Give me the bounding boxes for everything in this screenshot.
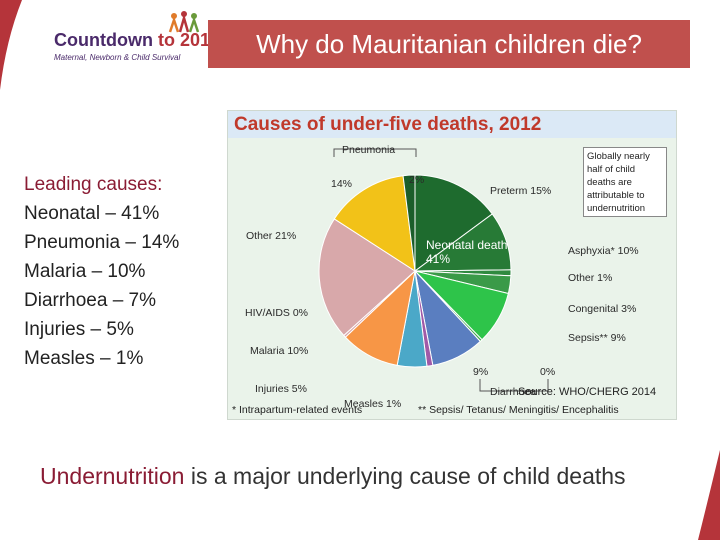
cause-item: Measles – 1% (24, 348, 144, 369)
diarrhoea-bracket-label: Diarrhoea (490, 386, 536, 398)
decorative-swoosh-right (698, 450, 720, 540)
slice-label-malaria: Malaria 10% (250, 345, 308, 357)
cause-item: Injuries – 5% (24, 319, 134, 340)
logo-year: to 2015 (157, 30, 221, 50)
slice-label-pneumonia: 14% (331, 178, 352, 190)
chart-title: Causes of under-five deaths, 2012 (228, 111, 676, 138)
slice-label-injuries: Injuries 5% (255, 383, 307, 395)
slice-label-diarrhoea: 9% (473, 366, 488, 378)
slice-label-other-neonatal: Other 1% (568, 272, 612, 284)
cause-item: Malaria – 10% (24, 261, 146, 282)
slice-label-asphyxia: Asphyxia* 10% (568, 245, 639, 257)
logo-subtitle: Maternal, Newborn & Child Survival (54, 53, 181, 62)
pneumonia-bracket (333, 148, 417, 157)
slice-label-sepsis: Sepsis** 9% (568, 332, 626, 344)
slice-label-measles: Measles 1% (344, 398, 401, 410)
undernutrition-statement: Undernutrition is a major underlying cau… (40, 460, 660, 493)
pie-slice-preterm (414, 174, 493, 272)
leading-causes-heading: Leading causes: (24, 174, 163, 195)
slice-label-preterm: Preterm 15% (490, 185, 551, 197)
decorative-swoosh-left (0, 0, 22, 90)
cause-item: Neonatal – 41% (24, 203, 160, 224)
undernutrition-note: Globally nearly half of child deaths are… (583, 147, 667, 217)
footnote-intrapartum: * Intrapartum-related events (232, 404, 363, 416)
logo-main: Countdown (54, 30, 153, 50)
cause-item: Diarrhoea – 7% (24, 290, 157, 311)
slice-label-diarrhoea-neonatal: 0% (540, 366, 555, 378)
pie-slice-pneumonia (333, 175, 416, 273)
slice-label-pneumonia-neonatal: 2% (409, 174, 424, 186)
undernutrition-highlight: Undernutrition (40, 463, 185, 489)
pie-chart: Preterm 15% Asphyxia* 10% Other 1% Congenit… (245, 144, 639, 410)
slice-label-congenital: Congenital 3% (568, 303, 636, 315)
neonatal-group-label: Neonatal death (426, 238, 507, 252)
diarrhoea-bracket (479, 379, 549, 392)
countdown-logo: Countdown to 2015 Maternal, Newborn & Ch… (50, 10, 220, 66)
slice-label-other: Other 21% (246, 230, 296, 242)
pie-slice-other (318, 218, 416, 337)
pie-chart-panel: Causes of under-five deaths, 2012 Preter… (227, 110, 677, 420)
slide-title: Why do Mauritanian children die? (208, 20, 690, 68)
chart-source: Source: WHO/CHERG 2014 (518, 386, 657, 398)
leading-causes-list: Leading causes: Neonatal – 41% Pneumonia… (24, 170, 179, 373)
undernutrition-rest: is a major underlying cause of child dea… (184, 463, 626, 489)
pie-slice-pneumonia-neonatal (402, 174, 416, 272)
people-figures-icon (168, 11, 200, 33)
pneumonia-bracket-label: Pneumonia (342, 144, 395, 156)
footnote-sepsis: ** Sepsis/ Tetanus/ Meningitis/ Encephal… (418, 404, 619, 416)
cause-item: Pneumonia – 14% (24, 232, 180, 253)
neonatal-group-label: 41% (426, 252, 450, 266)
slice-label-hiv-aids: HIV/AIDS 0% (245, 307, 308, 319)
